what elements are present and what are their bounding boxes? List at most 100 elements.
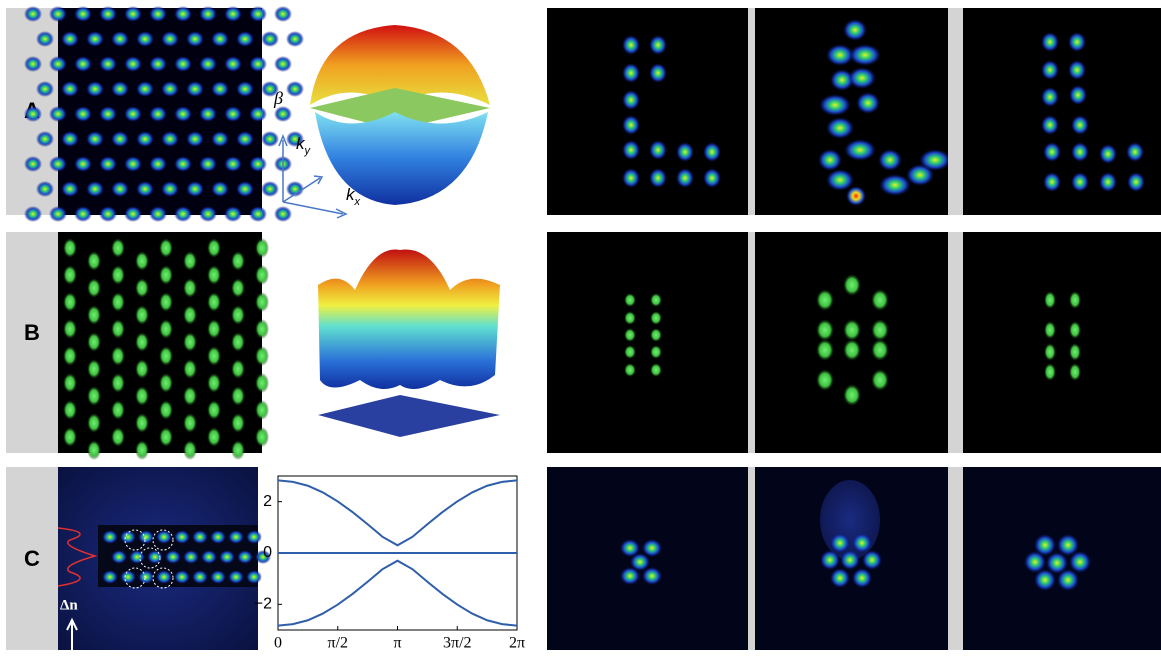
delta-n-label: Δn (60, 597, 78, 613)
spot (74, 56, 92, 72)
spot (1043, 172, 1061, 192)
spot (210, 570, 226, 584)
spot (816, 289, 834, 311)
spot (274, 206, 292, 222)
spot (1126, 142, 1144, 162)
spot (63, 373, 77, 393)
x-tick-label: 0 (274, 635, 282, 652)
spot (159, 373, 173, 393)
spot (224, 6, 242, 22)
spot (816, 339, 834, 361)
spot (183, 440, 197, 460)
spot (1071, 115, 1089, 135)
spot (124, 206, 142, 222)
spot (274, 106, 292, 122)
spot (186, 81, 204, 97)
kx-sub: x (354, 196, 361, 208)
spot (61, 31, 79, 47)
spot (237, 550, 253, 564)
spot (61, 131, 79, 147)
spot (135, 440, 149, 460)
spot (159, 238, 173, 258)
spot (624, 311, 636, 325)
spot (87, 278, 101, 298)
page: A B C Δn β ky kx −2020π/2π3π/22π (() => … (0, 0, 1161, 657)
spot (111, 550, 127, 564)
spot (86, 31, 104, 47)
spot (111, 238, 125, 258)
spot (286, 31, 304, 47)
spot (87, 332, 101, 352)
spot (174, 56, 192, 72)
x-tick-label: π/2 (327, 635, 348, 652)
axis-label: ky (296, 134, 312, 156)
spot (852, 533, 872, 553)
row-label: C (24, 546, 40, 571)
x-tick-label: π (393, 635, 401, 652)
spot (87, 386, 101, 406)
spot (136, 131, 154, 147)
spot (199, 6, 217, 22)
spot (650, 345, 662, 359)
spot (1041, 115, 1059, 135)
spot (1099, 172, 1117, 192)
spot (174, 530, 190, 544)
spot (211, 31, 229, 47)
flat-band (318, 395, 500, 437)
spot (99, 156, 117, 172)
spot (816, 319, 834, 341)
spot (843, 339, 861, 361)
image-panel (547, 232, 748, 453)
spot (111, 346, 125, 366)
spot (1043, 142, 1061, 162)
spot (74, 156, 92, 172)
spot (846, 186, 866, 206)
spot (1057, 569, 1079, 591)
spot (255, 319, 269, 339)
spot (124, 6, 142, 22)
spot (111, 131, 129, 147)
spot (24, 6, 42, 22)
spot (224, 156, 242, 172)
spot (36, 31, 54, 47)
spot (159, 319, 173, 339)
spot (207, 238, 221, 258)
spot (1071, 172, 1089, 192)
spot (111, 265, 125, 285)
spot (159, 265, 173, 285)
spot (174, 570, 190, 584)
spot (261, 131, 279, 147)
spot (74, 6, 92, 22)
spot (210, 530, 226, 544)
spot (207, 373, 221, 393)
spot (624, 328, 636, 342)
spot (99, 106, 117, 122)
figure: A B C Δn β ky kx −2020π/2π3π/22π (0, 0, 1161, 657)
spot (1069, 551, 1091, 573)
spot (1044, 343, 1056, 361)
spot (249, 6, 267, 22)
spot (183, 413, 197, 433)
spot (36, 81, 54, 97)
spot (255, 427, 269, 447)
spot (1069, 85, 1087, 105)
spot (261, 181, 279, 197)
spot (1069, 363, 1081, 381)
band-line (278, 480, 517, 545)
separator (748, 232, 755, 453)
spot (622, 168, 640, 188)
spot (1068, 32, 1086, 52)
spot (228, 530, 244, 544)
spot (24, 56, 42, 72)
spot (174, 206, 192, 222)
spot (63, 319, 77, 339)
spot (649, 35, 667, 55)
spot (49, 156, 67, 172)
separator (948, 232, 963, 453)
separator (748, 8, 755, 215)
spot (219, 550, 235, 564)
spot (1044, 321, 1056, 339)
spot (174, 156, 192, 172)
spot (87, 359, 101, 379)
spot (1127, 172, 1145, 192)
